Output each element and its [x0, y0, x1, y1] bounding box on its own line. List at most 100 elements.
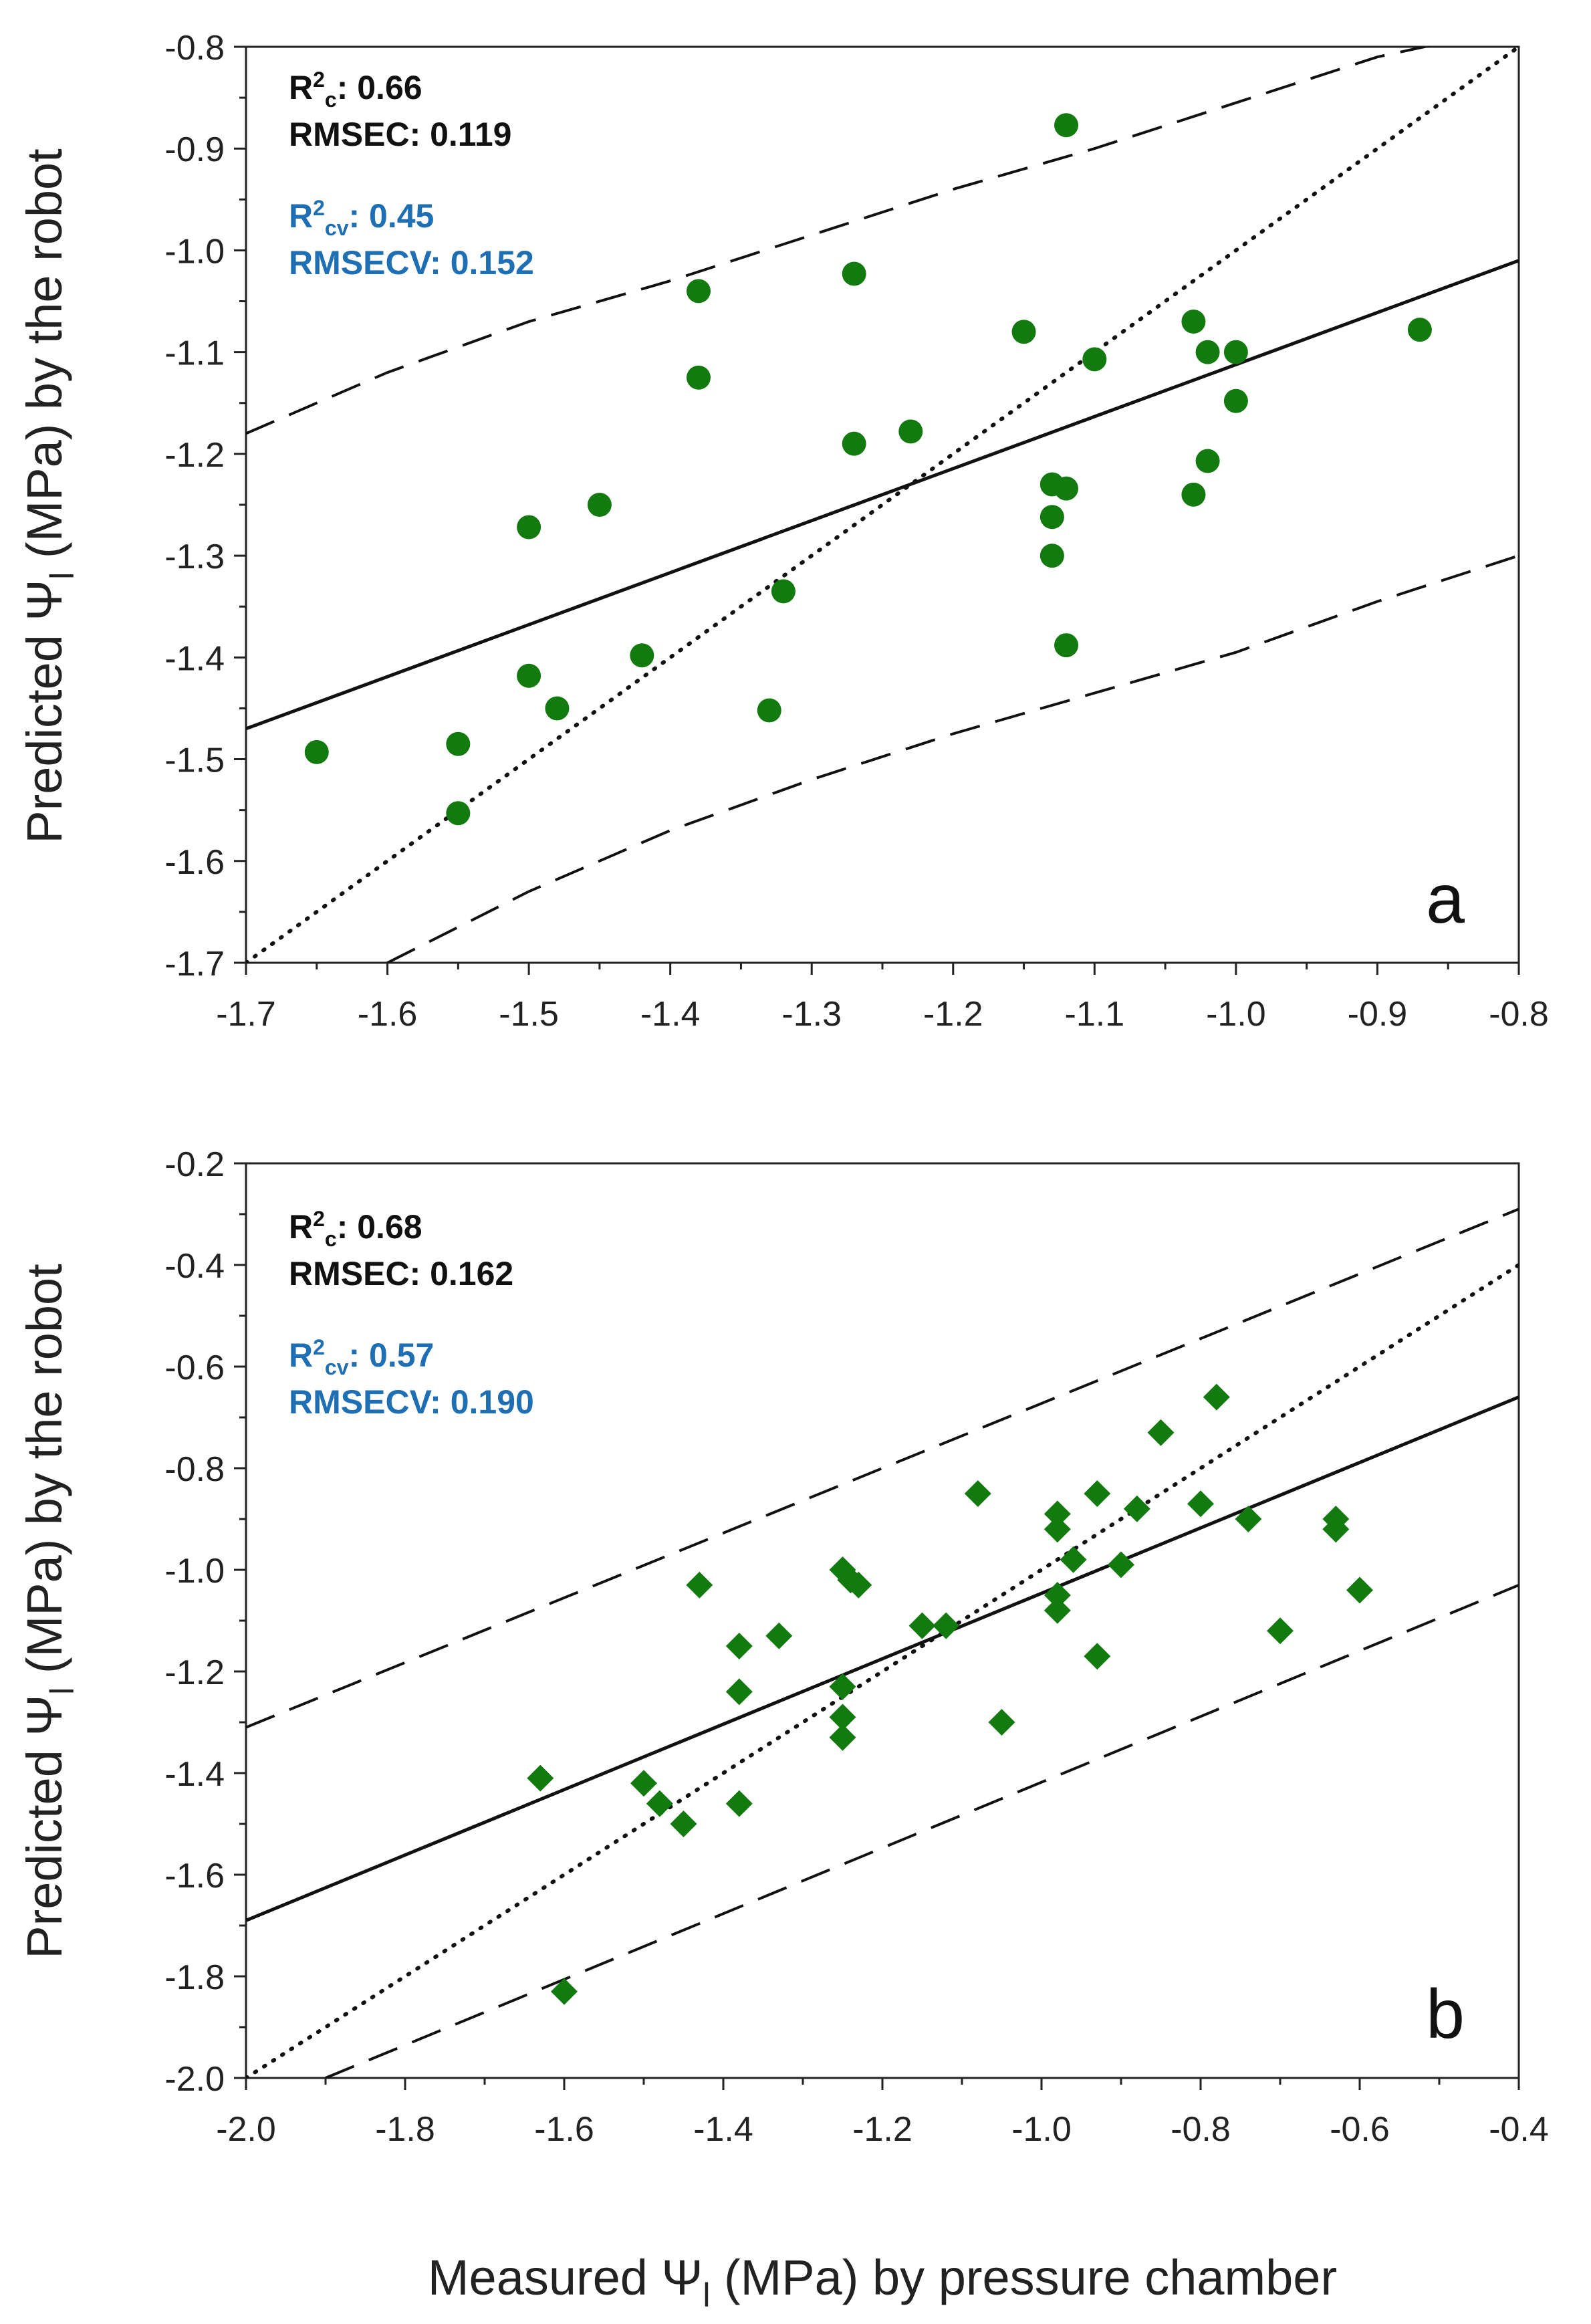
- panel-b-data-point: [1108, 1551, 1134, 1579]
- panel-b-y-tick-label: -0.6: [164, 1349, 225, 1387]
- panel-a-data-point: [842, 261, 866, 286]
- panel-a-regression-line: [246, 259, 1519, 731]
- panel-b-data-point: [670, 1811, 697, 1837]
- panel-b-data-point: [765, 1622, 793, 1649]
- panel-b-data-point: [845, 1571, 872, 1599]
- panel-b-data-point: [829, 1724, 856, 1751]
- panel-b-data-point: [1044, 1597, 1071, 1624]
- panel-b-x-tick-label: -1.6: [534, 2110, 594, 2149]
- panel-a-data-point: [517, 515, 541, 540]
- panel-b: -2.0 -1.8 -1.6 -1.4 -1.2 -1.0 -0.8 -0.6 -0.4 -0.2…: [164, 1145, 1548, 2149]
- panel-b-rmsec-stat: RMSEC: 0.162: [289, 1255, 513, 1292]
- panel-b-data-point: [1187, 1490, 1214, 1518]
- panel-a-data-point: [686, 365, 711, 390]
- panel-b-x-tick-label: -0.4: [1489, 2110, 1549, 2149]
- panel-a-x-tick-label: -1.0: [1206, 995, 1266, 1034]
- panel-b-data-point: [686, 1571, 713, 1599]
- panel-b-lines: [246, 1207, 1519, 2078]
- panel-b-data-point: [964, 1480, 991, 1507]
- panel-b-data-point: [829, 1704, 856, 1731]
- panel-a-data-point: [842, 431, 866, 456]
- panel-a-data-point: [1082, 347, 1107, 372]
- panel-b-x-tick-label: -1.0: [1011, 2110, 1072, 2149]
- panel-b-data-point: [551, 1978, 578, 2005]
- panel-a-x-tick-label: -1.3: [781, 995, 842, 1034]
- panel-a-x-tick-label: -1.7: [216, 995, 276, 1034]
- panel-a-data-point: [630, 643, 654, 668]
- panel-b-x-tick-label: -1.4: [693, 2110, 753, 2149]
- panel-b-y-tick-label: -0.4: [164, 1247, 225, 1286]
- panel-a-x-tick-label: -1.6: [358, 995, 418, 1034]
- panel-b-data-point: [1346, 1577, 1373, 1604]
- panel-b-lower-prediction-band: [325, 1583, 1519, 2078]
- panel-b-data-point: [1044, 1582, 1071, 1609]
- panel-a-x-tick-label: -0.8: [1489, 995, 1549, 1034]
- panel-b-regression-line: [246, 1395, 1519, 1922]
- y-axis-label-b: Predicted Ψl (MPa) by the robot: [17, 1264, 81, 1959]
- panel-b-x-tick-label: -1.2: [852, 2110, 912, 2149]
- panel-a-rmsecv-stat: RMSECV: 0.152: [289, 244, 534, 281]
- panel-b-data-point: [829, 1673, 856, 1700]
- panel-b-data-point: [1123, 1495, 1150, 1522]
- panel-a-data-point: [545, 696, 570, 721]
- panel-a-y-tick-label: -1.7: [164, 945, 225, 983]
- panel-b-r2cv-stat: R2cv: 0.57: [289, 1335, 434, 1379]
- panel-a-panel-letter: a: [1426, 860, 1465, 938]
- panel-b-data-point: [527, 1764, 554, 1792]
- panel-b-y-tick-label: -0.2: [164, 1145, 225, 1184]
- panel-a-r2cv-stat: R2cv: 0.45: [289, 196, 434, 240]
- panel-a-x-tick-label: -0.9: [1348, 995, 1408, 1034]
- panel-a-data-point: [1407, 318, 1432, 342]
- panel-b-x-tick-label: -1.8: [375, 2110, 435, 2149]
- y-axis-label-a: Predicted Ψl (MPa) by the robot: [17, 148, 81, 844]
- panel-a-lines: [246, 47, 1519, 963]
- panel-b-data-point: [1322, 1516, 1350, 1543]
- panel-b-plot-frame: [245, 1162, 1520, 2079]
- panel-a-data-point: [446, 801, 471, 826]
- panel-a: -1.7 -1.6 -1.5 -1.4 -1.3 -1.2 -1.1 -1.0 -0.9 -0.8…: [164, 29, 1548, 1034]
- panel-b-data-point: [1267, 1617, 1294, 1645]
- panel-a-y-tick-label: -1.5: [164, 741, 225, 780]
- panel-a-r2c-stat: R2c: 0.66: [289, 68, 422, 112]
- panel-b-data-point: [630, 1770, 657, 1797]
- panel-a-data-point: [1039, 544, 1064, 568]
- panel-b-data-point: [988, 1709, 1015, 1736]
- panel-a-lower-prediction-band: [386, 554, 1519, 963]
- panel-b-data-point: [725, 1678, 753, 1706]
- panel-b-data-point: [1084, 1643, 1111, 1670]
- panel-a-data-point: [446, 731, 471, 756]
- panel-a-y-tick-label: -1.0: [164, 232, 225, 271]
- panel-a-data-point: [686, 279, 711, 304]
- panel-a-x-tick-label: -1.4: [640, 995, 701, 1034]
- panel-a-x-tick-label: -1.5: [499, 995, 559, 1034]
- panel-b-upper-prediction-band: [246, 1207, 1519, 1729]
- panel-a-data-point: [1054, 633, 1079, 658]
- panel-a-data-point: [757, 698, 781, 723]
- panel-b-data-point: [1147, 1419, 1175, 1446]
- panel-b-x-tick-label: -0.6: [1330, 2110, 1390, 2149]
- panel-a-identity-line: [246, 47, 1519, 963]
- panel-b-panel-letter: b: [1426, 1976, 1465, 2053]
- panel-b-y-tick-label: -1.8: [164, 1958, 225, 1997]
- panel-b-data-point: [1235, 1506, 1262, 1532]
- panel-b-y-tick-label: -0.8: [164, 1450, 225, 1489]
- panel-b-data-point: [646, 1790, 673, 1817]
- panel-b-x-tick-label: -2.0: [216, 2110, 276, 2149]
- panel-b-data-point: [1060, 1546, 1087, 1573]
- panel-a-y-tick-label: -1.1: [164, 334, 225, 373]
- panel-b-data-point: [1044, 1516, 1071, 1543]
- panel-a-data-point: [1054, 113, 1079, 138]
- panel-a-data-point: [1195, 340, 1220, 364]
- panel-a-data-point: [517, 663, 541, 688]
- panel-b-data-point: [1084, 1480, 1111, 1507]
- panel-a-y-tick-label: -1.2: [164, 436, 225, 475]
- panel-b-y-tick-label: -2.0: [164, 2060, 225, 2099]
- panel-a-data-point: [771, 579, 796, 604]
- panel-a-data-point: [1195, 449, 1220, 473]
- panel-b-y-tick-label: -1.6: [164, 1857, 225, 1895]
- panel-a-y-tick-label: -0.9: [164, 130, 225, 169]
- panel-a-data-point: [587, 493, 612, 517]
- panel-a-y-tick-label: -0.8: [164, 29, 225, 68]
- panel-b-r2c-stat: R2c: 0.68: [289, 1207, 422, 1251]
